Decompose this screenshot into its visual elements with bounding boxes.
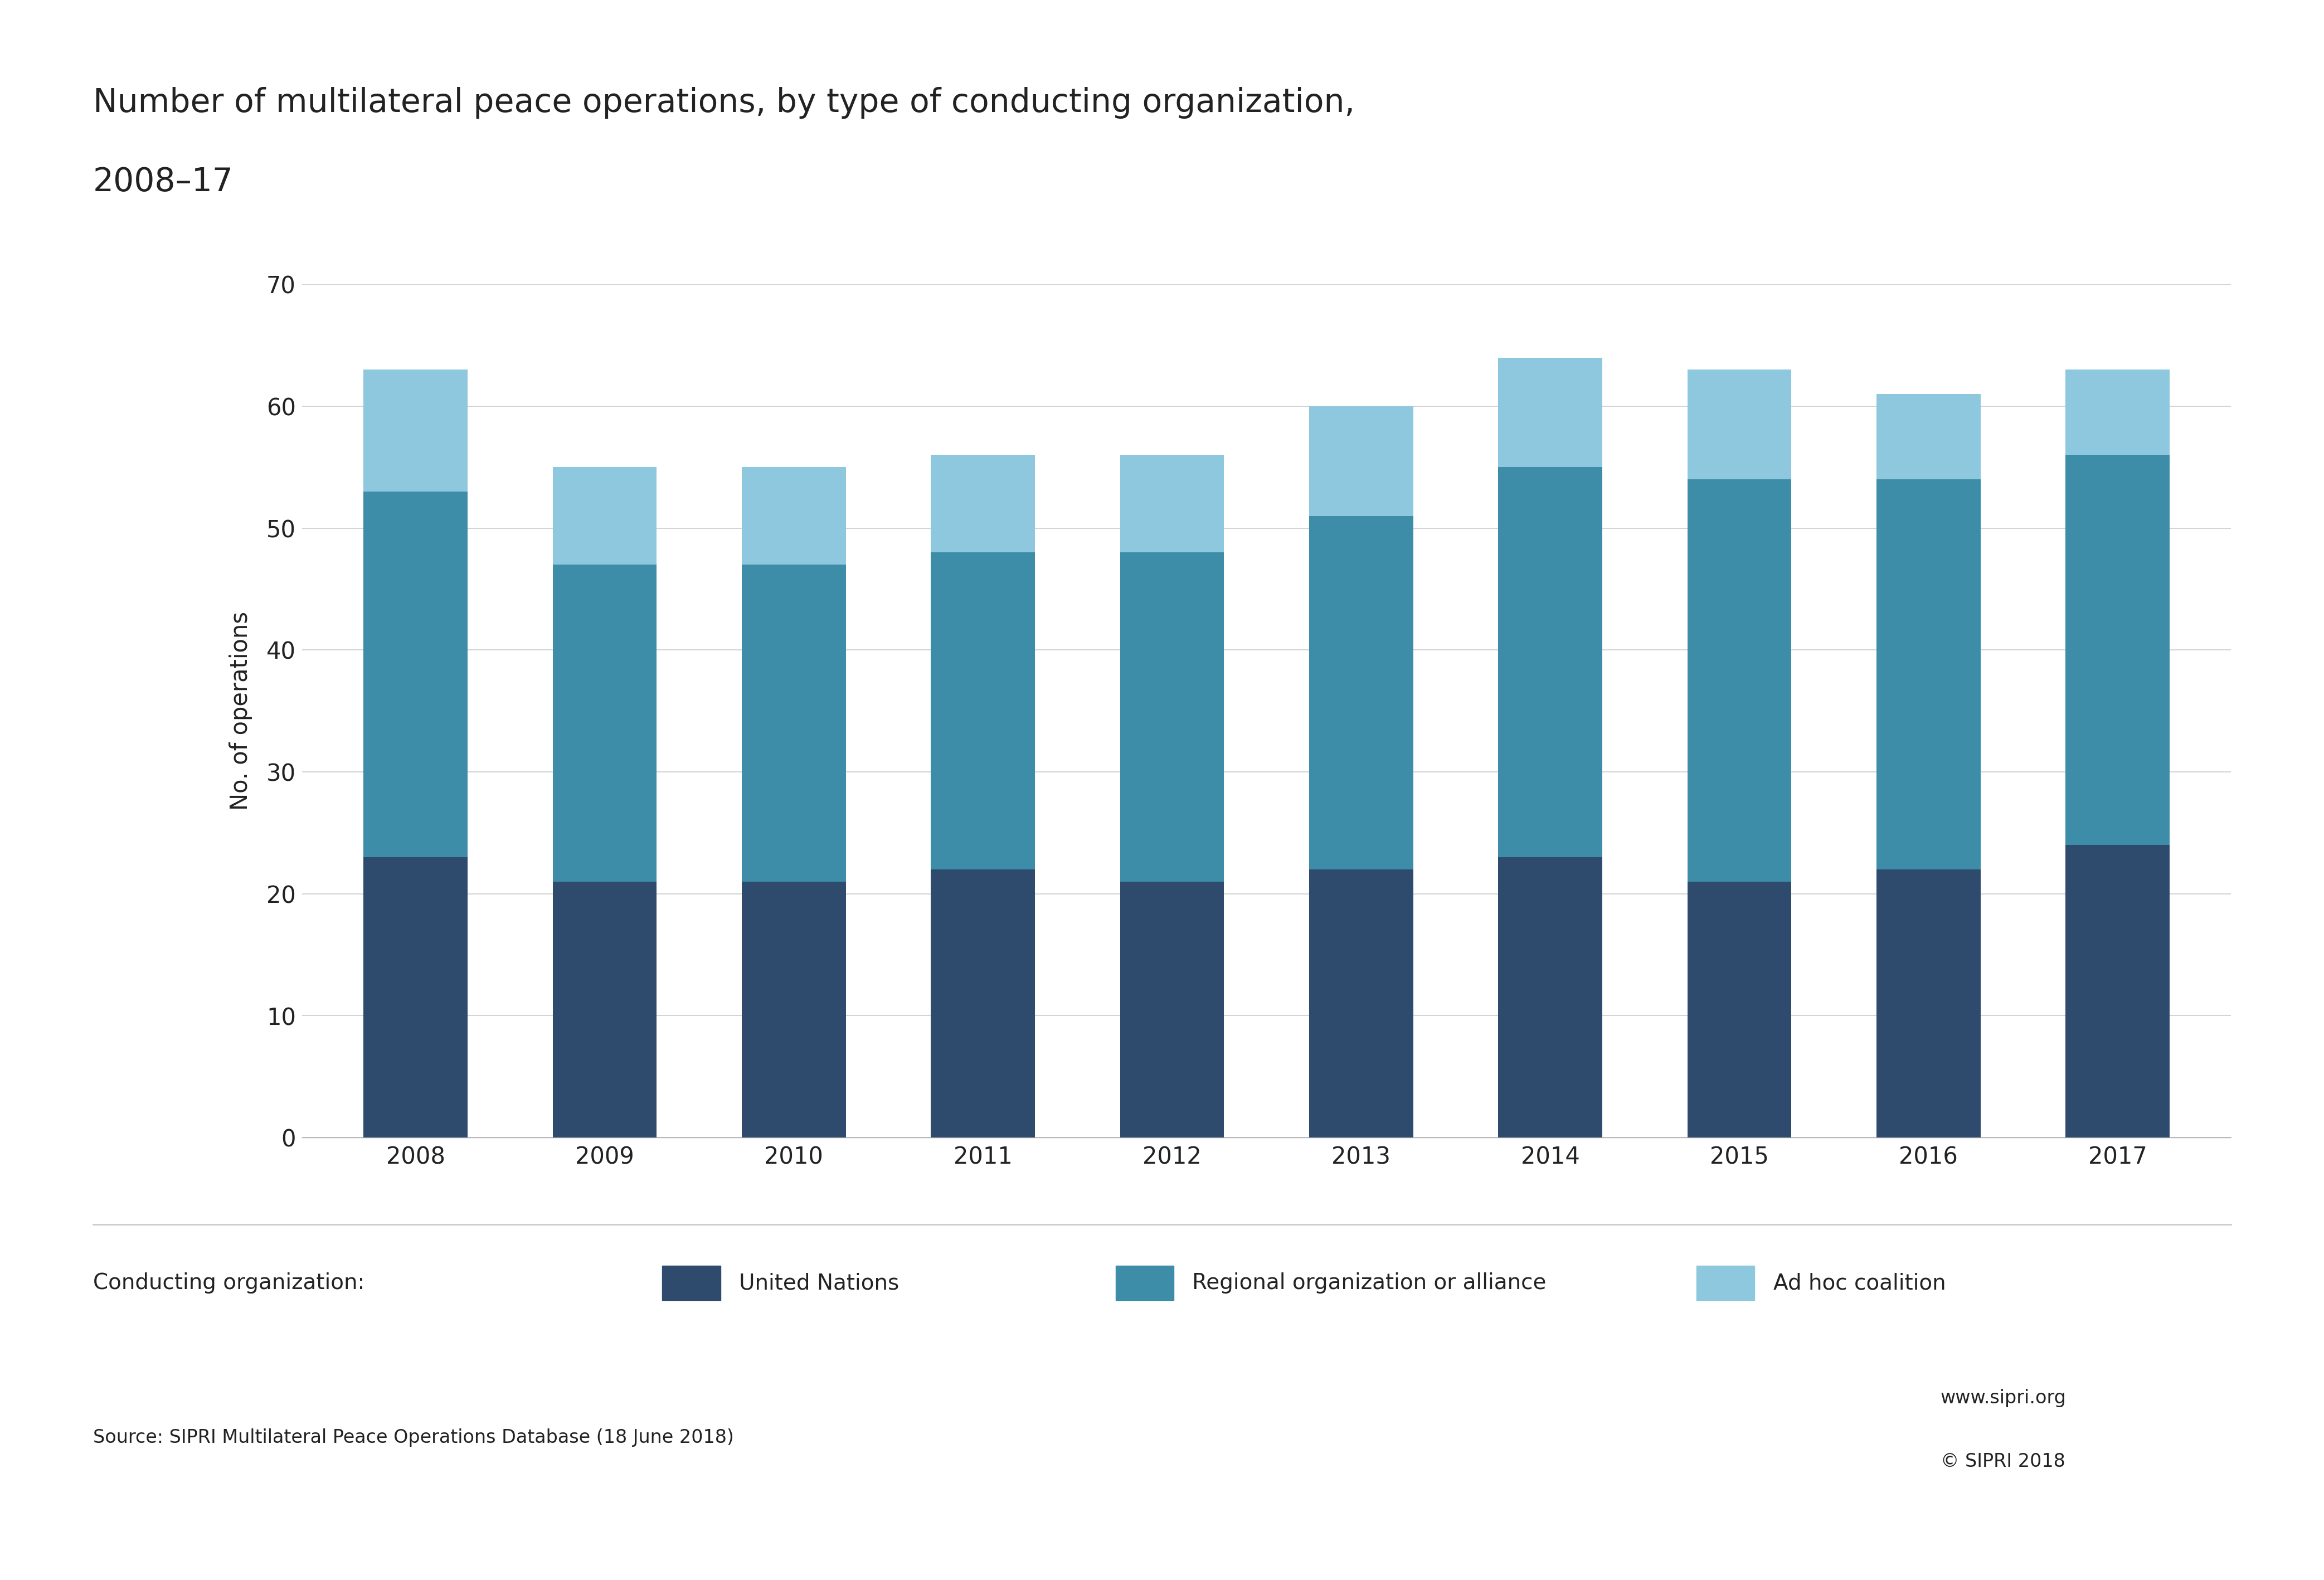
Bar — [1499, 357, 1601, 468]
Bar — [1875, 869, 1980, 1138]
Y-axis label: No. of operations: No. of operations — [230, 611, 253, 811]
Bar — [932, 455, 1034, 553]
Text: © SIPRI 2018: © SIPRI 2018 — [1941, 1452, 2066, 1471]
Bar — [1308, 869, 1413, 1138]
Bar — [553, 564, 658, 882]
Bar — [741, 882, 846, 1138]
Bar — [1875, 393, 1980, 479]
Bar — [1308, 517, 1413, 869]
Bar — [363, 491, 467, 858]
Text: United Nations: United Nations — [739, 1272, 899, 1294]
Text: Conducting organization:: Conducting organization: — [93, 1272, 365, 1294]
Bar — [1308, 406, 1413, 517]
Bar — [1687, 370, 1792, 479]
Bar — [363, 858, 467, 1138]
Bar — [1499, 858, 1601, 1138]
Bar — [1499, 468, 1601, 858]
Text: 2008–17: 2008–17 — [93, 166, 232, 198]
Text: Number of multilateral peace operations, by type of conducting organization,: Number of multilateral peace operations,… — [93, 87, 1355, 118]
Bar — [1875, 479, 1980, 869]
Bar — [932, 869, 1034, 1138]
Bar — [363, 370, 467, 491]
Bar — [553, 882, 658, 1138]
Text: sipri: sipri — [2150, 1428, 2215, 1455]
Bar — [741, 564, 846, 882]
Text: Ad hoc coalition: Ad hoc coalition — [1773, 1272, 1945, 1294]
Bar — [2066, 370, 2171, 455]
Bar — [741, 468, 846, 564]
Text: Regional organization or alliance: Regional organization or alliance — [1192, 1272, 1545, 1294]
Text: www.sipri.org: www.sipri.org — [1941, 1389, 2066, 1408]
Bar — [1687, 479, 1792, 882]
Bar — [1120, 455, 1225, 553]
Bar — [2066, 845, 2171, 1138]
Bar — [1120, 882, 1225, 1138]
Bar — [553, 468, 658, 564]
Text: Source: SIPRI Multilateral Peace Operations Database (18 June 2018): Source: SIPRI Multilateral Peace Operati… — [93, 1428, 734, 1447]
Bar — [1120, 553, 1225, 882]
Bar — [2066, 455, 2171, 845]
Bar — [932, 553, 1034, 869]
Bar — [1687, 882, 1792, 1138]
